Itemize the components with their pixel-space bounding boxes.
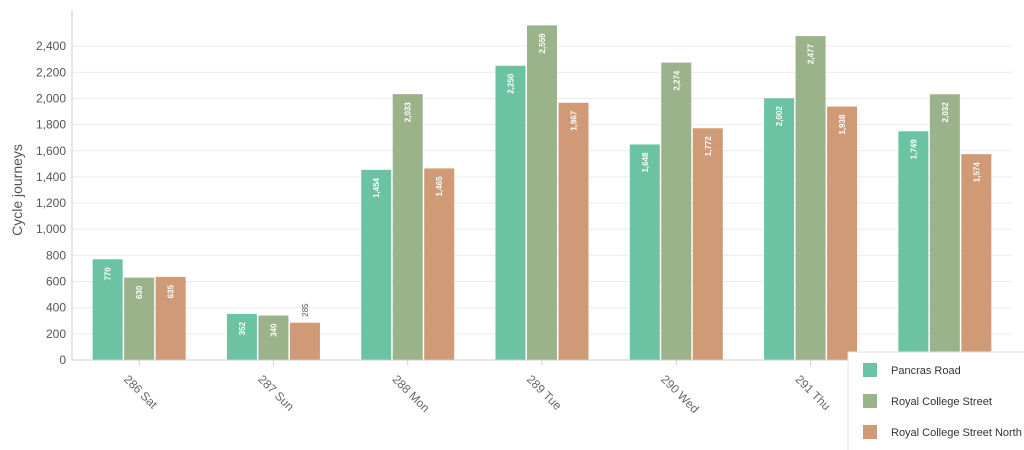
bar[interactable] bbox=[92, 259, 123, 360]
legend[interactable]: Pancras Road Royal College Street Royal Co… bbox=[847, 351, 1024, 450]
y-tick-label: 1,000 bbox=[36, 222, 66, 236]
data-label: 1,772 bbox=[704, 136, 713, 157]
bar[interactable] bbox=[558, 102, 589, 361]
legend-swatch bbox=[863, 425, 877, 439]
y-tick-label: 2,200 bbox=[36, 65, 66, 79]
x-tick-label: 287 Sun bbox=[255, 372, 297, 414]
y-tick-label: 400 bbox=[46, 301, 66, 315]
legend-item[interactable]: Pancras Road bbox=[863, 363, 961, 377]
x-tick-label: 286 Sat bbox=[121, 372, 161, 412]
bars: 770 630 635 352 340 285 1,454 2,033 1,465 2,250 2,… bbox=[92, 25, 992, 361]
y-tick-label: 1,600 bbox=[36, 144, 66, 158]
y-tick-label: 200 bbox=[46, 327, 66, 341]
bar[interactable] bbox=[929, 94, 960, 361]
bar[interactable] bbox=[289, 322, 320, 360]
y-tick-label: 0 bbox=[59, 353, 66, 367]
data-label: 770 bbox=[104, 267, 113, 281]
bar[interactable] bbox=[527, 25, 557, 360]
y-tick-label: 800 bbox=[46, 248, 66, 262]
data-label: 2,002 bbox=[775, 106, 784, 127]
y-axis-title: Cycle journeys bbox=[9, 144, 25, 236]
y-tick-label: 2,400 bbox=[36, 39, 66, 53]
bar[interactable] bbox=[827, 106, 858, 360]
bar[interactable] bbox=[361, 169, 392, 360]
data-label: 352 bbox=[238, 321, 247, 335]
bar[interactable] bbox=[124, 277, 155, 360]
data-label: 630 bbox=[135, 285, 144, 299]
legend-label: Royal College Street bbox=[891, 396, 992, 408]
x-tick-label: 291 Thu bbox=[792, 372, 833, 413]
bar[interactable] bbox=[424, 168, 455, 360]
legend-box bbox=[847, 351, 1024, 450]
data-label: 1,938 bbox=[838, 114, 847, 135]
data-label: 2,033 bbox=[404, 102, 413, 123]
y-tick-label: 1,200 bbox=[36, 196, 66, 210]
bar[interactable] bbox=[495, 65, 526, 361]
legend-item[interactable]: Royal College Street North bbox=[863, 425, 1022, 439]
legend-label: Pancras Road bbox=[891, 365, 961, 377]
bar[interactable] bbox=[692, 128, 723, 360]
bar[interactable] bbox=[226, 313, 257, 360]
data-label: 340 bbox=[269, 323, 278, 337]
bar[interactable] bbox=[258, 315, 289, 360]
bar[interactable] bbox=[898, 131, 929, 360]
data-label: 1,465 bbox=[435, 176, 444, 197]
data-label: 1,749 bbox=[909, 139, 918, 160]
legend-swatch bbox=[863, 363, 877, 377]
x-tick-label: 289 Tue bbox=[524, 372, 565, 413]
y-tick-label: 1,800 bbox=[36, 118, 66, 132]
data-label: 1,967 bbox=[570, 110, 579, 131]
data-label: 2,250 bbox=[507, 73, 516, 94]
legend-label: Royal College Street North bbox=[891, 427, 1022, 439]
data-label: 2,559 bbox=[538, 33, 547, 54]
y-tick-label: 1,400 bbox=[36, 170, 66, 184]
data-label: 1,648 bbox=[641, 152, 650, 173]
data-label: 1,574 bbox=[972, 162, 981, 183]
x-tick-label: 290 Wed bbox=[658, 372, 702, 416]
bar[interactable] bbox=[155, 276, 186, 360]
legend-item[interactable]: Royal College Street bbox=[863, 394, 992, 408]
legend-swatch bbox=[863, 394, 877, 408]
y-tick-label: 2,000 bbox=[36, 91, 66, 105]
data-label: 1,454 bbox=[372, 177, 381, 198]
data-label: 285 bbox=[301, 303, 310, 317]
bar[interactable] bbox=[961, 154, 992, 360]
x-tick-label: 288 Mon bbox=[390, 372, 433, 415]
bar[interactable] bbox=[392, 94, 423, 361]
bar[interactable] bbox=[795, 36, 826, 360]
data-label: 635 bbox=[167, 284, 176, 298]
bar[interactable] bbox=[629, 144, 660, 360]
y-tick-label: 600 bbox=[46, 275, 66, 289]
y-axis: 0 200 400 600 800 1,000 1,200 1,400 1,600 1,800 2,… bbox=[36, 10, 73, 367]
bar[interactable] bbox=[661, 62, 692, 360]
bar[interactable] bbox=[764, 98, 795, 360]
data-label: 2,274 bbox=[672, 70, 681, 91]
data-label: 2,032 bbox=[941, 102, 950, 123]
data-label: 2,477 bbox=[807, 44, 816, 65]
